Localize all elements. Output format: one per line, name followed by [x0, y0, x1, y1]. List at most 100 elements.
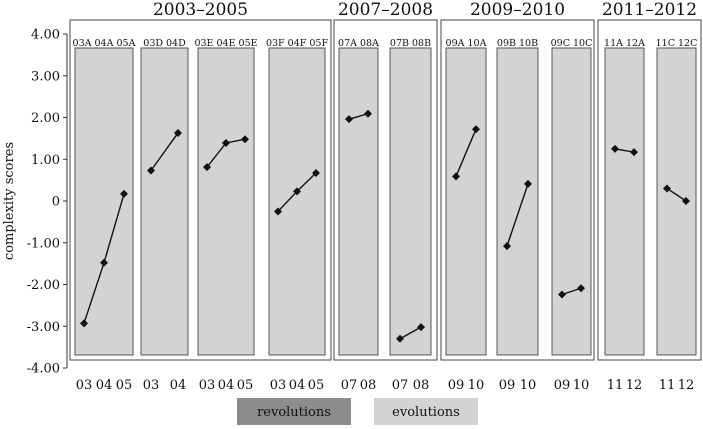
- y-tick-label: 2.00: [31, 111, 60, 126]
- panel-background: [74, 47, 134, 356]
- data-point: [630, 148, 638, 157]
- x-tick-label: 10: [520, 378, 537, 393]
- y-tick-label: -1.00: [27, 236, 60, 251]
- legend-item-0: revolutions: [237, 398, 351, 425]
- x-tick-label: 08: [360, 378, 377, 393]
- x-tick-label: 07: [341, 378, 358, 393]
- legend-label: evolutions: [392, 405, 460, 420]
- x-tick-label: 11: [607, 378, 624, 393]
- data-point: [241, 135, 249, 144]
- data-point: [417, 323, 425, 332]
- group-title: 2011–2012: [602, 0, 697, 20]
- y-axis: 4.00 3.00 2.00 1.00 0 -1.00 -2.00 -3.00 -4.00 com…: [2, 28, 68, 377]
- panel-header: 03F 04F 05F: [266, 38, 328, 49]
- x-tick-label: 05: [237, 378, 254, 393]
- x-tick-label: 04: [96, 378, 113, 393]
- panel-2-0: 09A 10A 09 10: [445, 38, 487, 393]
- data-point: [577, 284, 585, 293]
- panel-background: [445, 47, 487, 356]
- x-tick-label: 05: [308, 378, 325, 393]
- series-line: [455, 128, 477, 177]
- series-line: [506, 183, 529, 247]
- x-tick-label: 09: [499, 378, 516, 393]
- y-tick-label: 4.00: [31, 28, 60, 43]
- panel-header: 11C 12C: [656, 38, 698, 49]
- panel-header: 07A 08A: [338, 38, 379, 49]
- data-point: [558, 290, 566, 299]
- legend-label: revolutions: [257, 405, 331, 420]
- legend: revolutions evolutions: [237, 398, 478, 425]
- data-point: [682, 197, 690, 205]
- y-tick-label: 3.00: [31, 69, 60, 84]
- group-frame: [440, 19, 595, 361]
- data-point: [364, 109, 372, 118]
- data-point: [222, 138, 230, 147]
- data-point: [100, 258, 108, 267]
- panel-0-2: 03E 04E 05E 03 04 05: [194, 38, 257, 393]
- panel-header: 03D 04D: [143, 38, 186, 49]
- x-tick-label: 05: [116, 378, 133, 393]
- data-point: [174, 128, 182, 137]
- panel-background: [604, 47, 645, 356]
- group-title: 2003–2005: [153, 0, 248, 20]
- x-tick-label: 09: [448, 378, 465, 393]
- panel-0-3: 03F 04F 05F 03 04 05: [266, 38, 328, 393]
- x-tick-label: 04: [289, 378, 306, 393]
- panel-0-0: 03A 04A 05A 03 04 05: [73, 38, 136, 393]
- panel-1-0: 07A 08A 07 08: [338, 38, 379, 393]
- x-tick-label: 03: [143, 378, 160, 393]
- data-point: [203, 163, 211, 172]
- group-title: 2009–2010: [470, 0, 565, 20]
- series-line: [666, 187, 687, 202]
- y-tick-label: 1.00: [31, 153, 60, 168]
- group-frame: [597, 19, 702, 361]
- panel-background: [268, 47, 326, 356]
- panel-0-1: 03D 04D 03 04: [140, 38, 189, 393]
- x-tick-label: 07: [392, 378, 409, 393]
- panel-background: [338, 47, 379, 356]
- panel-header: 11A 12A: [604, 38, 645, 49]
- panel-3-0: 11A 12A 11 12: [604, 38, 645, 393]
- panel-header: 09A 10A: [446, 38, 487, 49]
- data-point: [524, 179, 532, 188]
- panel-header: 07B 08B: [390, 38, 431, 49]
- data-point: [611, 144, 619, 153]
- x-tick-label: 10: [573, 378, 590, 393]
- data-point: [80, 319, 88, 328]
- legend-swatch: [374, 398, 478, 425]
- data-point: [663, 184, 671, 193]
- x-tick-label: 09: [554, 378, 571, 393]
- series-line: [150, 132, 179, 171]
- panel-header: 09C 10C: [551, 38, 593, 49]
- data-point: [396, 334, 404, 343]
- x-tick-label: 11: [659, 378, 676, 393]
- x-tick-label: 12: [678, 378, 695, 393]
- panel-2-1: 09B 10B 09 10: [496, 38, 539, 393]
- data-point: [452, 172, 460, 181]
- y-tick-label: -3.00: [27, 320, 60, 335]
- series-line: [399, 326, 422, 340]
- group-frame: [333, 19, 438, 361]
- legend-item-1: evolutions: [374, 398, 478, 425]
- x-tick-label: 03: [199, 378, 216, 393]
- group-frame: [69, 19, 332, 361]
- panel-background: [496, 47, 539, 356]
- x-tick-label: 10: [468, 378, 485, 393]
- panel-background: [389, 47, 432, 356]
- data-point: [345, 115, 353, 124]
- x-tick-label: 03: [76, 378, 93, 393]
- panel-header: 09B 10B: [497, 38, 538, 49]
- panel-background: [656, 47, 697, 356]
- x-tick-label: 03: [270, 378, 287, 393]
- series-line: [561, 287, 582, 296]
- data-point: [293, 187, 301, 196]
- panel-header: 03E 04E 05E: [194, 38, 257, 49]
- y-tick-label: -4.00: [27, 362, 60, 377]
- data-point: [120, 189, 128, 198]
- data-point: [312, 169, 320, 178]
